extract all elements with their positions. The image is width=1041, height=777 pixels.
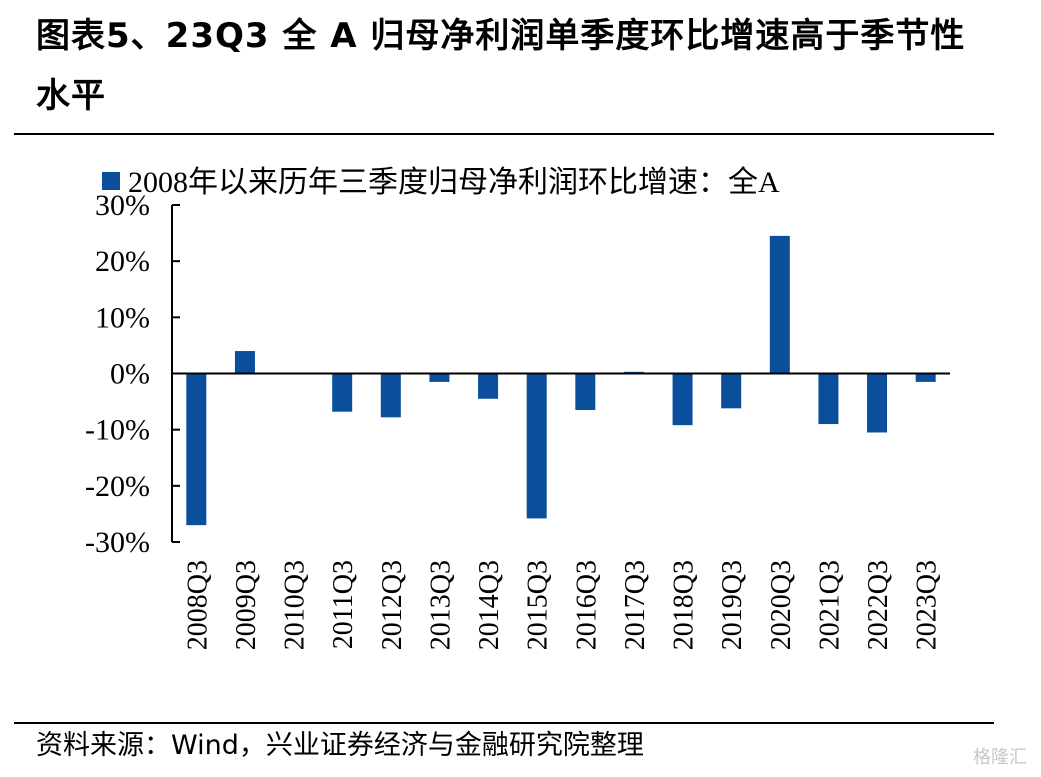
- x-tick-label: 2021Q3: [814, 560, 845, 650]
- x-tick-label: 2022Q3: [863, 560, 894, 650]
- bar-2020Q3: [769, 235, 790, 374]
- x-tick-label: 2011Q3: [328, 560, 359, 649]
- top-rule: [14, 133, 994, 135]
- bar-2012Q3: [380, 373, 401, 418]
- y-axis: 30% 20% 10% 0% -10% -20% -30%: [85, 189, 180, 559]
- x-tick-label: 2009Q3: [231, 560, 262, 650]
- x-tick-label: 2020Q3: [766, 560, 797, 650]
- legend-label: 2008年以来历年三季度归母净利润环比增速：全A: [128, 166, 780, 199]
- bar-2015Q3: [526, 373, 547, 519]
- legend-swatch: [102, 172, 120, 190]
- y-tick-label: 0%: [110, 358, 150, 391]
- y-tick-label: 20%: [95, 245, 150, 278]
- bar-2009Q3: [234, 351, 255, 374]
- x-tick-label: 2016Q3: [571, 560, 602, 650]
- y-tick-label: -10%: [85, 414, 150, 447]
- y-tick-label: -30%: [85, 526, 150, 559]
- y-tick-label: 10%: [95, 301, 150, 334]
- bar-2013Q3: [429, 373, 450, 382]
- y-tick-label: 30%: [95, 189, 150, 222]
- bar-2018Q3: [672, 373, 693, 426]
- bar-2014Q3: [478, 373, 499, 399]
- chart-legend: 2008年以来历年三季度归母净利润环比增速：全A: [102, 166, 780, 199]
- bottom-rule: [14, 722, 994, 724]
- figure-title: 图表5、23Q3 全 A 归母净利润单季度环比增速高于季节性水平: [36, 16, 966, 116]
- bar-2022Q3: [867, 373, 888, 433]
- x-tick-label: 2008Q3: [182, 560, 213, 650]
- x-tick-label: 2019Q3: [717, 560, 748, 650]
- x-axis: 2008Q3 2009Q3 2010Q3 2011Q3 2012Q3 2013Q3 2014…: [172, 372, 950, 650]
- bar-chart: 2008年以来历年三季度归母净利润环比增速：全A 30% 20% 10% 0% -10%…: [85, 166, 950, 650]
- watermark-logo: 格隆汇: [973, 747, 1027, 768]
- x-tick-label: 2014Q3: [474, 560, 505, 650]
- x-tick-label: 2018Q3: [669, 560, 700, 650]
- x-tick-label: 2010Q3: [280, 560, 311, 650]
- bar-2021Q3: [818, 373, 839, 425]
- x-tick-label: 2023Q3: [912, 560, 943, 650]
- bar-2011Q3: [332, 373, 353, 412]
- bar-2008Q3: [186, 373, 207, 526]
- bar-2019Q3: [721, 373, 742, 409]
- x-tick-label: 2013Q3: [425, 560, 456, 650]
- bars: [186, 235, 936, 526]
- source-note: 资料来源：Wind，兴业证券经济与金融研究院整理: [36, 730, 644, 761]
- x-tick-label: 2015Q3: [523, 560, 554, 650]
- x-tick-label: 2017Q3: [620, 560, 651, 650]
- bar-2016Q3: [575, 373, 596, 411]
- y-tick-label: -20%: [85, 470, 150, 503]
- bar-2023Q3: [915, 373, 936, 382]
- x-tick-label: 2012Q3: [377, 560, 408, 650]
